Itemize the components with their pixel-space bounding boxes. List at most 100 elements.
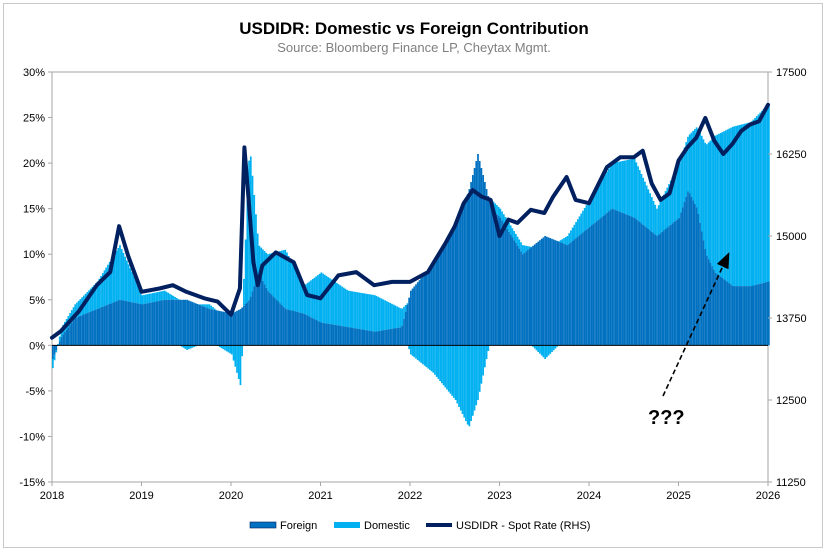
domestic-bar: [408, 345, 410, 350]
foreign-bar: [587, 228, 589, 346]
domestic-bar: [55, 350, 58, 353]
foreign-bar: [406, 304, 409, 346]
domestic-bar: [354, 291, 357, 329]
domestic-bar: [589, 199, 591, 227]
domestic-bar: [706, 144, 708, 256]
domestic-bar: [514, 233, 517, 244]
left-tick-label: -15%: [19, 477, 45, 489]
foreign-bar: [272, 296, 275, 346]
foreign-bar: [298, 312, 300, 346]
left-tick-label: -10%: [19, 431, 45, 443]
foreign-bar: [695, 207, 698, 346]
foreign-bar: [348, 327, 350, 346]
foreign-bar: [461, 208, 464, 346]
domestic-bar: [726, 129, 729, 282]
foreign-bar: [453, 229, 455, 346]
x-tick-label: 2022: [398, 490, 422, 502]
domestic-bar: [282, 250, 285, 307]
foreign-bar: [669, 224, 672, 346]
foreign-bar: [465, 198, 467, 346]
domestic-bar: [623, 160, 626, 214]
domestic-bar: [545, 345, 548, 358]
foreign-bar: [707, 259, 710, 346]
domestic-bar: [606, 171, 608, 213]
domestic-bar: [232, 345, 235, 361]
foreign-bar: [416, 282, 419, 346]
domestic-bar: [170, 294, 173, 300]
domestic-bar: [564, 237, 567, 245]
x-tick-label: 2020: [219, 490, 243, 502]
foreign-bar: [96, 308, 99, 346]
domestic-bar: [551, 345, 553, 352]
domestic-bar: [740, 124, 743, 287]
domestic-bar: [444, 345, 447, 388]
domestic-bar: [633, 158, 636, 218]
domestic-bar: [611, 163, 614, 209]
foreign-bar: [551, 238, 553, 346]
domestic-bar: [403, 306, 405, 319]
domestic-bar: [218, 345, 221, 348]
foreign-bar: [647, 228, 650, 346]
domestic-bar: [563, 238, 565, 244]
domestic-bar: [227, 345, 230, 353]
foreign-bar: [282, 306, 285, 346]
domestic-bar: [158, 291, 161, 301]
foreign-bar: [241, 307, 244, 346]
domestic-bar: [156, 292, 159, 302]
foreign-bar: [382, 330, 385, 346]
domestic-bar: [719, 132, 722, 277]
domestic-bar: [527, 246, 529, 251]
foreign-bar: [589, 226, 591, 346]
domestic-bar: [126, 260, 128, 302]
foreign-bar: [496, 214, 498, 346]
domestic-bar: [253, 195, 256, 287]
domestic-bar: [712, 137, 715, 270]
foreign-bar: [306, 315, 309, 346]
foreign-bar: [103, 306, 106, 346]
foreign-bar: [341, 326, 343, 346]
domestic-bar: [361, 293, 364, 330]
foreign-bar: [101, 306, 104, 346]
domestic-bar: [663, 194, 665, 231]
foreign-bar: [396, 327, 398, 346]
foreign-bar: [492, 210, 495, 346]
domestic-bar: [272, 252, 275, 297]
domestic-bar: [509, 225, 512, 235]
domestic-bar: [160, 291, 163, 301]
domestic-bar: [482, 345, 485, 376]
domestic-bar: [540, 345, 543, 356]
domestic-bar: [657, 205, 660, 235]
foreign-bar: [261, 280, 264, 346]
domestic-bar: [559, 240, 562, 243]
domestic-bar: [396, 306, 398, 328]
foreign-bar: [231, 313, 233, 346]
foreign-bar: [501, 220, 503, 346]
domestic-bar: [447, 345, 450, 392]
foreign-bar: [379, 330, 381, 346]
foreign-bar: [410, 290, 412, 346]
foreign-bar: [119, 299, 121, 346]
legend-label-spot: USDIDR - Spot Rate (RHS): [456, 520, 590, 532]
foreign-bar: [385, 329, 388, 346]
domestic-bar: [246, 200, 249, 303]
domestic-bar: [680, 157, 682, 213]
foreign-bar: [308, 316, 311, 346]
domestic-bar: [184, 345, 187, 349]
right-tick-label: 17500: [776, 67, 807, 79]
domestic-bar: [224, 345, 226, 351]
domestic-bar: [502, 214, 505, 224]
foreign-bar: [434, 260, 436, 346]
foreign-bar: [506, 228, 509, 346]
foreign-bar: [712, 269, 715, 346]
foreign-bar: [558, 241, 560, 346]
foreign-bar: [494, 212, 497, 346]
foreign-bar: [213, 309, 216, 346]
domestic-bar: [644, 181, 646, 227]
foreign-bar: [143, 303, 145, 346]
domestic-bar: [187, 345, 190, 350]
domestic-bar: [88, 290, 90, 313]
domestic-bar: [98, 278, 101, 309]
foreign-bar: [685, 196, 688, 346]
foreign-bar: [606, 212, 608, 346]
foreign-bar: [286, 309, 288, 346]
